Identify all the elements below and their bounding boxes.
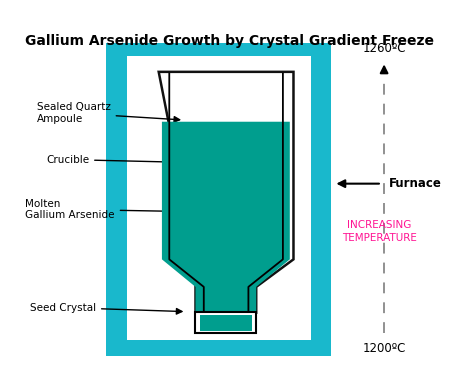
Polygon shape (162, 122, 289, 313)
Text: Furnace: Furnace (388, 177, 441, 190)
Text: 1260ºC: 1260ºC (362, 42, 405, 55)
Text: INCREASING
TEMPERATURE: INCREASING TEMPERATURE (341, 220, 416, 243)
Text: Crucible: Crucible (46, 154, 179, 165)
Bar (195, 312, 256, 333)
Polygon shape (158, 72, 293, 313)
Text: 1200ºC: 1200ºC (362, 342, 405, 355)
Bar (126, 56, 310, 340)
Text: Molten
Gallium Arsenide: Molten Gallium Arsenide (25, 199, 200, 220)
Bar (200, 315, 251, 330)
Bar (106, 42, 330, 356)
Text: Sealed Quartz
Ampoule: Sealed Quartz Ampoule (37, 102, 179, 124)
Text: Gallium Arsenide Growth by Crystal Gradient Freeze: Gallium Arsenide Growth by Crystal Gradi… (25, 34, 434, 48)
Text: Seed Crystal: Seed Crystal (30, 303, 182, 314)
